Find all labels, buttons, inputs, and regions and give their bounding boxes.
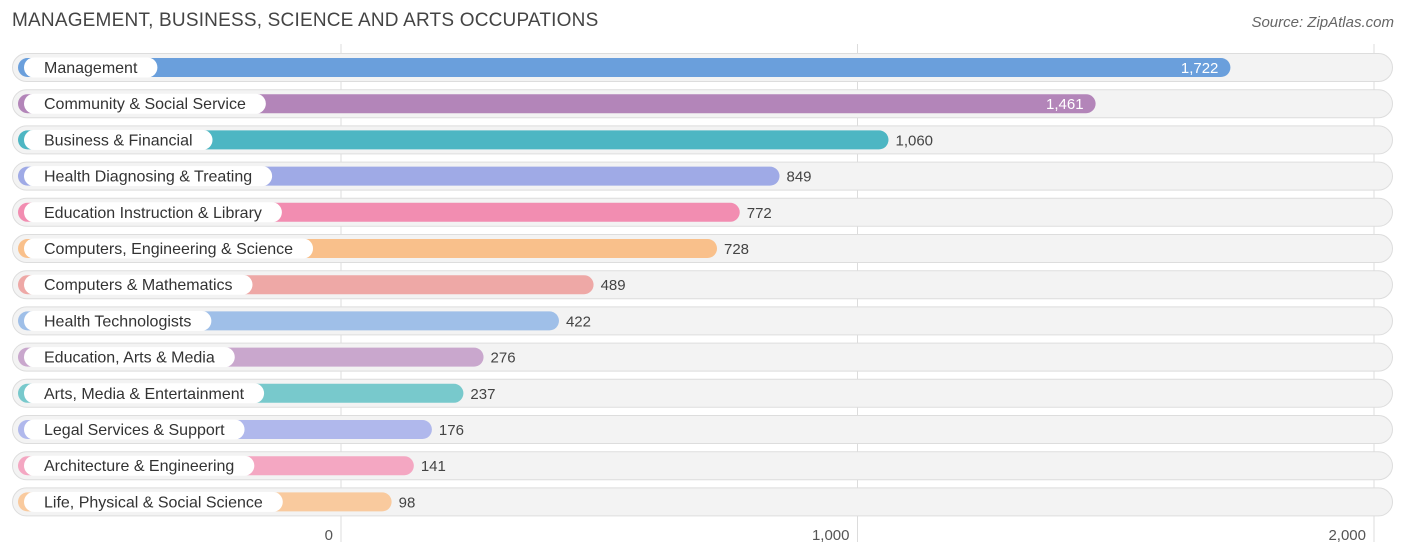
category-label: Life, Physical & Social Science [44,494,263,511]
value-label: 1,461 [1046,96,1084,113]
bar [18,94,1096,114]
value-label: 728 [724,241,749,258]
category-label: Community & Social Service [44,96,246,113]
bar [18,58,1231,77]
category-label-pill [24,274,253,295]
value-label: 141 [421,458,446,475]
value-label: 98 [399,494,416,511]
tick-label: 0 [325,527,333,544]
category-label-pill [24,383,265,404]
category-label: Health Diagnosing & Treating [44,169,252,186]
category-label-pill [24,310,212,331]
category-label: Education, Arts & Media [44,350,215,367]
value-label: 849 [787,169,812,186]
bar [18,130,889,150]
value-label: 276 [491,350,516,367]
category-label-pill [24,93,266,114]
value-label: 176 [439,422,464,439]
category-label-pill [24,57,158,78]
category-label-pill [24,347,235,368]
category-label-pill [24,202,282,223]
category-label-pill [24,238,314,259]
category-label: Computers & Mathematics [44,277,233,294]
category-label-pill [24,455,255,476]
chart-title: MANAGEMENT, BUSINESS, SCIENCE AND ARTS O… [12,10,599,31]
category-label: Business & Financial [44,132,193,149]
category-label: Computers, Engineering & Science [44,241,293,258]
value-label: 237 [470,386,495,403]
tick-label: 2,000 [1328,527,1366,544]
value-label: 489 [601,277,626,294]
category-label: Education Instruction & Library [44,205,262,222]
category-label: Arts, Media & Entertainment [44,386,245,403]
category-label-pill [24,166,273,187]
category-label-pill [24,129,213,150]
source-label: Source: ZipAtlas.com [1251,14,1394,31]
category-label-pill [24,491,283,512]
value-label: 772 [747,205,772,222]
category-label: Legal Services & Support [44,422,225,439]
tick-label: 1,000 [812,527,850,544]
category-label: Health Technologists [44,313,191,330]
value-label: 1,060 [895,132,933,149]
category-label: Architecture & Engineering [44,458,234,475]
value-label: 1,722 [1181,60,1219,77]
category-label: Management [44,60,138,77]
value-label: 422 [566,313,591,330]
category-label-pill [24,419,245,440]
